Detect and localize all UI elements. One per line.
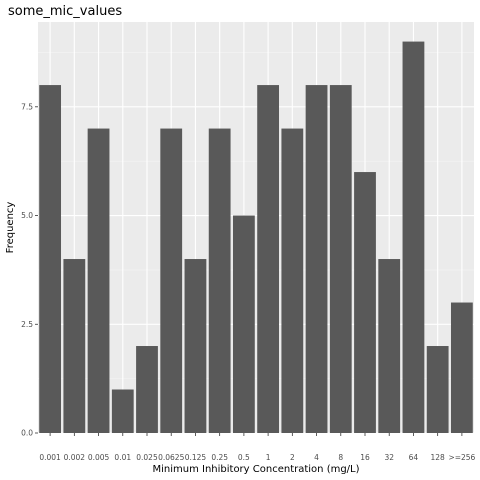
y-tick-label: 7.5 xyxy=(21,103,33,112)
y-axis: 0.0 2.5 5.0 7.5 xyxy=(21,103,38,438)
bars xyxy=(39,41,473,434)
bar xyxy=(257,85,280,434)
x-tick-label: 0.002 xyxy=(64,453,86,462)
x-tick-label: 0.5 xyxy=(238,453,250,462)
y-tick-label: 5.0 xyxy=(21,211,33,220)
bar xyxy=(39,85,62,434)
bar xyxy=(208,128,231,434)
bar xyxy=(63,259,86,433)
x-tick-label: 0.001 xyxy=(39,453,61,462)
bar xyxy=(378,259,401,433)
bar xyxy=(426,346,449,433)
bar xyxy=(402,41,425,433)
x-tick-label: 1 xyxy=(266,453,271,462)
bar xyxy=(160,128,183,434)
x-axis-title: Minimum Inhibitory Concentration (mg/L) xyxy=(152,464,359,475)
x-tick-label: 0.01 xyxy=(114,453,131,462)
bar xyxy=(136,346,158,433)
bar xyxy=(111,389,134,433)
bar xyxy=(450,302,473,433)
x-tick-label: 0.025 xyxy=(136,453,158,462)
bar xyxy=(87,128,110,434)
x-tick-label: 0.005 xyxy=(88,453,110,462)
plot-panel xyxy=(38,22,474,433)
minor-gridlines xyxy=(38,52,474,379)
x-tick-label: 8 xyxy=(338,453,343,462)
bar xyxy=(232,215,255,433)
bar xyxy=(281,128,304,434)
y-tick-label: 0.0 xyxy=(21,429,33,438)
x-tick-label: 16 xyxy=(360,453,370,462)
x-tick-label: 0.125 xyxy=(185,453,207,462)
bar xyxy=(354,172,376,434)
chart-title: some_mic_values xyxy=(8,4,122,19)
bar xyxy=(184,259,207,433)
x-tick-label: 128 xyxy=(431,453,446,462)
x-tick-label: 0.0625 xyxy=(158,453,184,462)
x-tick-label: 2 xyxy=(290,453,295,462)
x-tick-label: >=256 xyxy=(448,453,475,462)
bar xyxy=(329,85,352,434)
x-tick-label: 0.25 xyxy=(211,453,228,462)
x-tick-label: 64 xyxy=(409,453,419,462)
y-axis-title: Frequency xyxy=(5,202,16,254)
y-tick-label: 2.5 xyxy=(21,320,33,329)
bar xyxy=(305,85,328,434)
x-tick-label: 4 xyxy=(314,453,319,462)
x-axis: 0.001 0.002 0.005 0.01 0.025 0.0625 0.125 0.25 0… xyxy=(39,433,476,462)
x-tick-label: 32 xyxy=(384,453,394,462)
